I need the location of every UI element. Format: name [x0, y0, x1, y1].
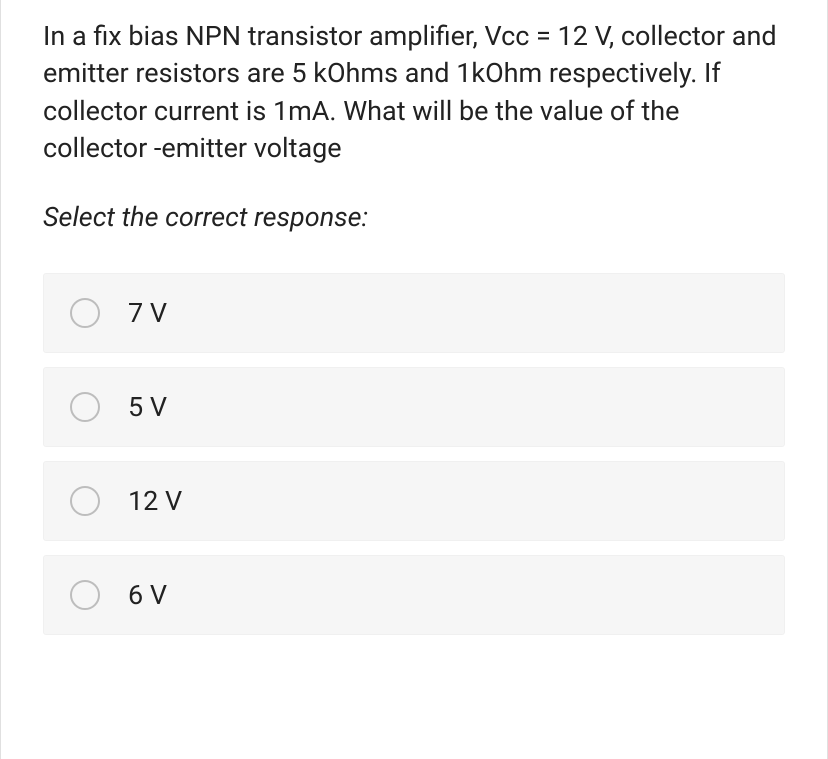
question-instruction: Select the correct response: [43, 201, 785, 233]
option-label: 7 V [128, 297, 167, 329]
option-row[interactable]: 6 V [43, 555, 785, 635]
option-label: 6 V [128, 579, 167, 611]
option-label: 12 V [128, 485, 182, 517]
question-card: In a fix bias NPN transistor amplifier, … [0, 0, 828, 759]
question-text: In a fix bias NPN transistor amplifier, … [43, 18, 785, 167]
radio-icon [70, 580, 100, 610]
option-row[interactable]: 12 V [43, 461, 785, 541]
radio-icon [70, 298, 100, 328]
radio-icon [70, 486, 100, 516]
options-group: 7 V 5 V 12 V 6 V [43, 273, 785, 635]
radio-icon [70, 392, 100, 422]
option-row[interactable]: 5 V [43, 367, 785, 447]
option-row[interactable]: 7 V [43, 273, 785, 353]
option-label: 5 V [128, 391, 167, 423]
